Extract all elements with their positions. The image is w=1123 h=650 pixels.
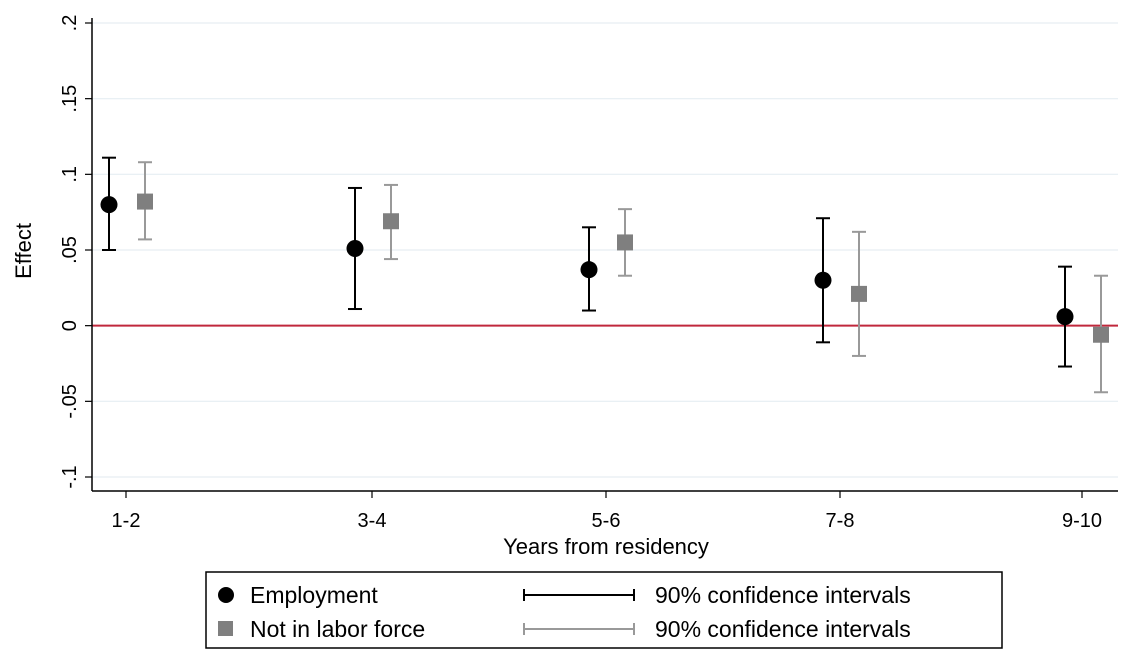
legend-box bbox=[205, 571, 1003, 649]
y-tick-label: -.1 bbox=[59, 465, 81, 488]
y-axis-ticks: -.1 -.05 0 .05 .1 .15 .2 bbox=[59, 15, 92, 489]
x-tick-label: 5-6 bbox=[592, 510, 621, 532]
data-series bbox=[100, 156, 1109, 394]
legend-marker-employment bbox=[218, 587, 234, 603]
legend-label-employment: Employment bbox=[250, 582, 378, 608]
y-tick-label: .05 bbox=[59, 236, 81, 264]
point-employment bbox=[1056, 308, 1074, 326]
y-tick-label: .1 bbox=[59, 166, 81, 183]
point-employment bbox=[346, 239, 364, 257]
y-tick-label: -.05 bbox=[59, 384, 81, 418]
axes bbox=[91, 18, 1118, 492]
legend-marker-not-in-labor-force bbox=[218, 621, 233, 636]
point-not-in-labor-force bbox=[1093, 326, 1109, 343]
y-tick-label: .2 bbox=[59, 15, 81, 32]
point-not-in-labor-force bbox=[137, 193, 153, 210]
point-not-in-labor-force bbox=[383, 213, 399, 230]
legend-label-not-in-labor-force: Not in labor force bbox=[250, 616, 425, 642]
y-axis-title: Effect bbox=[11, 223, 36, 279]
gridlines bbox=[92, 22, 1118, 478]
point-employment bbox=[814, 271, 832, 289]
y-tick-label: .15 bbox=[59, 85, 81, 113]
y-tick-label: 0 bbox=[59, 320, 81, 331]
point-employment bbox=[100, 196, 118, 214]
x-axis-title: Years from residency bbox=[503, 534, 709, 559]
point-employment bbox=[580, 261, 598, 279]
point-not-in-labor-force bbox=[851, 285, 867, 302]
legend-ci-label-employment: 90% confidence intervals bbox=[655, 582, 911, 608]
point-not-in-labor-force bbox=[617, 234, 633, 251]
x-axis-ticks: 1-2 3-4 5-6 7-8 9-10 bbox=[112, 491, 1102, 532]
x-tick-label: 1-2 bbox=[112, 510, 141, 532]
x-tick-label: 3-4 bbox=[358, 510, 387, 532]
x-tick-label: 7-8 bbox=[826, 510, 855, 532]
legend: Employment 90% confidence intervals Not … bbox=[205, 571, 1003, 649]
x-tick-label: 9-10 bbox=[1062, 510, 1102, 532]
legend-ci-label-not-in-labor-force: 90% confidence intervals bbox=[655, 616, 911, 642]
